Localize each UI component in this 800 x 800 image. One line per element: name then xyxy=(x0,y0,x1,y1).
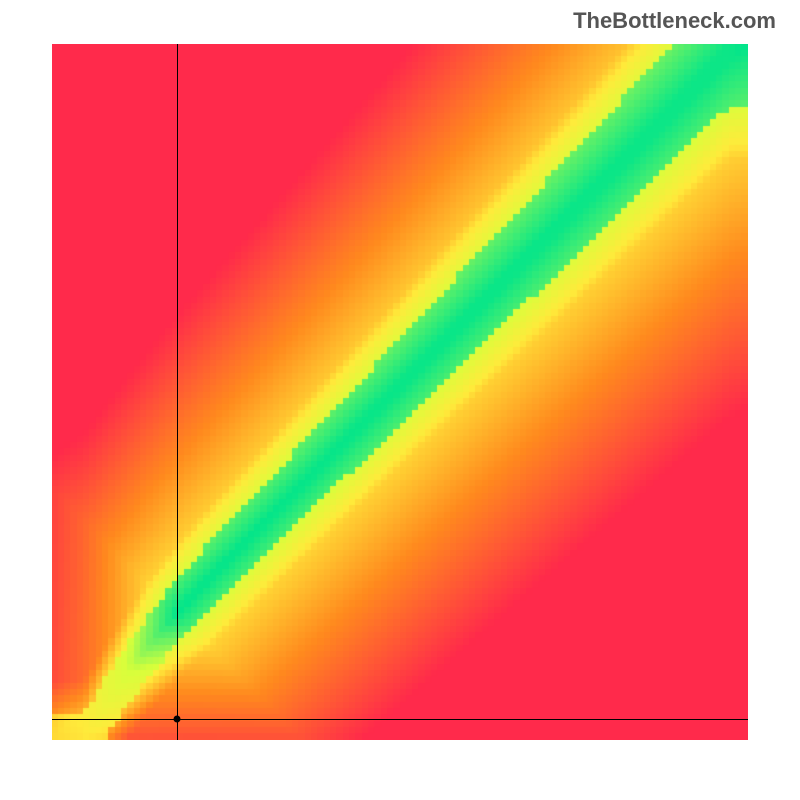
crosshair-vertical xyxy=(177,44,178,740)
heatmap-plot xyxy=(52,44,748,740)
heatmap-canvas xyxy=(52,44,748,740)
crosshair-horizontal xyxy=(52,719,748,720)
watermark-text: TheBottleneck.com xyxy=(573,8,776,34)
selection-marker xyxy=(174,716,181,723)
